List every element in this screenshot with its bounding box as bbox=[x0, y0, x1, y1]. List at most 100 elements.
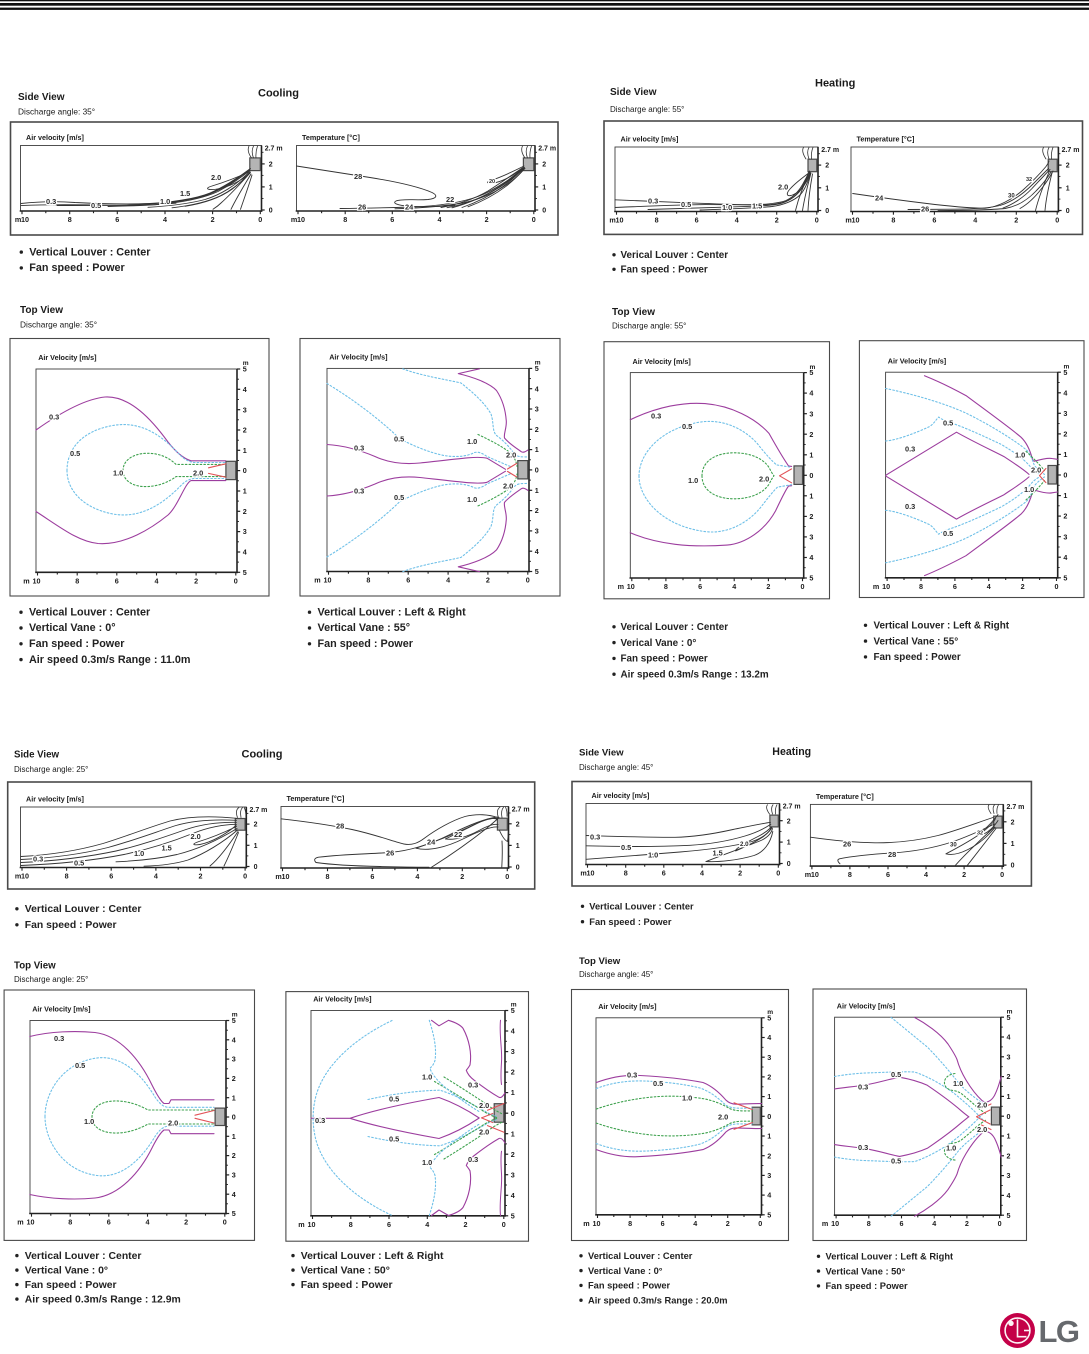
svg-text:2: 2 bbox=[1063, 512, 1067, 521]
svg-text:1.0: 1.0 bbox=[722, 203, 732, 212]
svg-text:m: m bbox=[580, 869, 586, 878]
svg-text:m: m bbox=[583, 1219, 589, 1228]
svg-text:Air Velocity [m/s]: Air Velocity [m/s] bbox=[32, 1005, 90, 1014]
svg-text:2: 2 bbox=[809, 512, 813, 521]
svg-text:6: 6 bbox=[953, 582, 957, 591]
svg-text:0.5: 0.5 bbox=[394, 435, 404, 444]
svg-text:6: 6 bbox=[115, 576, 119, 585]
svg-text:m: m bbox=[1063, 363, 1069, 370]
svg-text:0: 0 bbox=[758, 1219, 762, 1228]
svg-text:0.3: 0.3 bbox=[33, 855, 43, 864]
svg-text:0.5: 0.5 bbox=[389, 1095, 399, 1104]
svg-text:4: 4 bbox=[1063, 388, 1067, 397]
svg-text:0.5: 0.5 bbox=[653, 1079, 663, 1088]
svg-text:m: m bbox=[805, 870, 811, 879]
svg-text:4: 4 bbox=[154, 872, 158, 881]
svg-text:2.7 m: 2.7 m bbox=[783, 803, 801, 810]
svg-text:2: 2 bbox=[738, 869, 742, 878]
svg-text:m: m bbox=[15, 872, 21, 881]
svg-text:Verical Vane : 0°: Verical Vane : 0° bbox=[621, 638, 697, 649]
svg-text:5: 5 bbox=[767, 1013, 771, 1022]
svg-text:m: m bbox=[511, 1002, 517, 1009]
svg-text:Air Velocity [m/s]: Air Velocity [m/s] bbox=[633, 357, 691, 366]
svg-text:2: 2 bbox=[1007, 1072, 1011, 1081]
svg-text:m: m bbox=[15, 215, 21, 224]
svg-text:4: 4 bbox=[163, 215, 167, 224]
svg-text:2.0: 2.0 bbox=[193, 469, 203, 478]
svg-text:1: 1 bbox=[269, 185, 273, 192]
svg-text:6: 6 bbox=[932, 216, 936, 225]
svg-text:Vertical Louver : Center: Vertical Louver : Center bbox=[25, 904, 142, 915]
svg-text:Fan speed : Power: Fan speed : Power bbox=[588, 1281, 671, 1291]
svg-text:5: 5 bbox=[243, 365, 247, 374]
svg-text:6: 6 bbox=[370, 872, 374, 881]
svg-text:6: 6 bbox=[661, 1219, 665, 1228]
svg-text:2.0: 2.0 bbox=[977, 1125, 987, 1134]
svg-text:2.0: 2.0 bbox=[479, 1128, 489, 1137]
svg-text:5: 5 bbox=[1063, 573, 1067, 582]
svg-text:Fan speed : Power: Fan speed : Power bbox=[29, 262, 125, 274]
svg-text:1.0: 1.0 bbox=[422, 1073, 432, 1082]
svg-text:3: 3 bbox=[1007, 1171, 1011, 1180]
svg-text:8: 8 bbox=[68, 215, 72, 224]
svg-text:0: 0 bbox=[767, 1112, 771, 1121]
svg-text:2.7 m: 2.7 m bbox=[821, 147, 839, 154]
svg-text:8: 8 bbox=[919, 582, 923, 591]
svg-text:m: m bbox=[609, 216, 615, 225]
svg-text:Fan speed : Power: Fan speed : Power bbox=[318, 638, 414, 650]
svg-text:2.0: 2.0 bbox=[503, 482, 513, 491]
svg-text:3: 3 bbox=[767, 1171, 771, 1180]
svg-text:4: 4 bbox=[146, 1218, 150, 1227]
svg-text:30: 30 bbox=[1008, 194, 1015, 200]
svg-text:0: 0 bbox=[232, 1113, 236, 1122]
svg-text:2: 2 bbox=[775, 216, 779, 225]
svg-text:Air speed 0.3m/s Range : 11.0m: Air speed 0.3m/s Range : 11.0m bbox=[29, 654, 190, 666]
svg-text:Air velocity [m/s]: Air velocity [m/s] bbox=[26, 795, 84, 804]
svg-text:Fan speed : Power: Fan speed : Power bbox=[621, 654, 708, 665]
svg-text:1.0: 1.0 bbox=[682, 1094, 692, 1103]
svg-text:Air Velocity [m/s]: Air Velocity [m/s] bbox=[329, 353, 387, 362]
svg-text:5: 5 bbox=[232, 1209, 236, 1218]
svg-text:2: 2 bbox=[726, 1219, 730, 1228]
svg-text:1.0: 1.0 bbox=[1024, 485, 1034, 494]
svg-text:Vertical Louver : Center: Vertical Louver : Center bbox=[588, 1251, 693, 1261]
svg-text:2.0: 2.0 bbox=[778, 183, 788, 192]
svg-text:m: m bbox=[767, 1009, 773, 1016]
svg-text:Heating: Heating bbox=[815, 78, 855, 90]
svg-text:m: m bbox=[243, 360, 249, 367]
svg-text:26: 26 bbox=[358, 203, 366, 212]
svg-text:1.0: 1.0 bbox=[160, 197, 170, 206]
svg-text:3: 3 bbox=[809, 533, 813, 542]
svg-text:1: 1 bbox=[1007, 1132, 1011, 1141]
svg-text:4: 4 bbox=[155, 576, 159, 585]
svg-text:Side View: Side View bbox=[610, 87, 657, 98]
svg-text:Discharge angle: 45°: Discharge angle: 45° bbox=[579, 970, 653, 979]
svg-text:6: 6 bbox=[390, 215, 394, 224]
svg-text:3: 3 bbox=[535, 527, 539, 536]
svg-text:0: 0 bbox=[258, 215, 262, 224]
svg-text:4: 4 bbox=[446, 576, 450, 585]
svg-text:Vertical Louver : Left & Right: Vertical Louver : Left & Right bbox=[318, 606, 467, 618]
svg-text:1: 1 bbox=[1011, 841, 1015, 848]
svg-text:10: 10 bbox=[616, 216, 624, 225]
svg-text:2.0: 2.0 bbox=[740, 841, 749, 848]
svg-text:m: m bbox=[23, 576, 29, 585]
svg-text:2.7 m: 2.7 m bbox=[265, 145, 283, 152]
svg-text:Discharge angle: 25°: Discharge angle: 25° bbox=[14, 975, 88, 984]
svg-text:2: 2 bbox=[965, 1219, 969, 1228]
svg-text:1: 1 bbox=[511, 1129, 515, 1138]
svg-text:0.3: 0.3 bbox=[651, 411, 661, 420]
svg-text:2: 2 bbox=[232, 1074, 236, 1083]
svg-text:2: 2 bbox=[184, 1218, 188, 1227]
svg-text:0.3: 0.3 bbox=[858, 1143, 868, 1152]
svg-text:4: 4 bbox=[232, 1035, 236, 1044]
svg-text:2: 2 bbox=[511, 1068, 515, 1077]
svg-text:2: 2 bbox=[535, 425, 539, 434]
svg-text:4: 4 bbox=[693, 1219, 697, 1228]
svg-text:4: 4 bbox=[767, 1033, 771, 1042]
svg-text:Fan speed : Power: Fan speed : Power bbox=[826, 1281, 909, 1291]
svg-text:2: 2 bbox=[243, 507, 247, 516]
svg-text:2.7 m: 2.7 m bbox=[250, 807, 268, 814]
svg-text:10: 10 bbox=[297, 215, 305, 224]
svg-text:1: 1 bbox=[787, 840, 791, 847]
